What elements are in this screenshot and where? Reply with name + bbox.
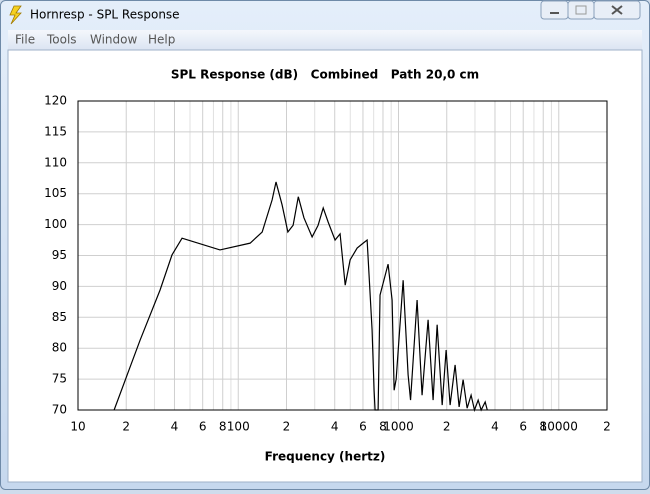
menu-item[interactable]: Window	[90, 33, 138, 47]
spl-curve	[113, 181, 488, 413]
menu-bar	[8, 30, 642, 50]
x-tick-label: 4	[491, 420, 499, 434]
x-tick-label: 2	[283, 420, 291, 434]
window-title: Hornresp - SPL Response	[30, 8, 180, 22]
app-icon	[9, 5, 22, 25]
x-tick-label: 4	[331, 420, 339, 434]
x-tick-label: 6	[519, 420, 527, 434]
y-tick-label: 110	[44, 155, 67, 169]
y-tick-label: 115	[44, 124, 67, 138]
y-tick-label: 95	[52, 248, 67, 262]
menu: File Tools Window Help	[15, 33, 175, 47]
y-tick-label: 80	[52, 341, 67, 355]
y-tick-label: 85	[52, 310, 67, 324]
x-tick-label: 2	[122, 420, 130, 434]
y-tick-label: 105	[44, 186, 67, 200]
y-tick-label: 75	[52, 372, 67, 386]
y-tick-label: 120	[44, 94, 67, 108]
x-tick-label: 8	[379, 420, 387, 434]
y-tick-label: 70	[52, 403, 67, 417]
menu-item[interactable]: Tools	[46, 33, 77, 47]
menu-item[interactable]: Help	[148, 33, 175, 47]
x-tick-label: 8	[219, 420, 227, 434]
chart-title: SPL Response (dB) Combined Path 20,0 cm	[171, 68, 479, 82]
plot-frame	[77, 100, 608, 411]
x-axis-label: Frequency (hertz)	[265, 450, 386, 464]
menu-item[interactable]: File	[15, 33, 35, 47]
y-tick-label: 90	[52, 279, 67, 293]
x-tick-label: 6	[359, 420, 367, 434]
x-tick-label: 4	[171, 420, 179, 434]
maximize-button[interactable]	[567, 0, 595, 20]
maximize-glyph	[575, 5, 587, 15]
x-tick-label: 2	[443, 420, 451, 434]
caption-buttons[interactable]	[540, 0, 641, 20]
x-tick-label: 2	[603, 420, 611, 434]
x-tick-label: 1000	[383, 420, 414, 434]
close-glyph	[611, 5, 623, 15]
x-tick-label: 6	[199, 420, 207, 434]
x-tick-label: 10000	[540, 420, 578, 434]
client-area	[7, 49, 643, 483]
x-tick-label: 100	[227, 420, 250, 434]
x-tick-label: 10	[70, 420, 85, 434]
minimize-button[interactable]	[540, 0, 569, 20]
x-tick-label: 8	[539, 420, 547, 434]
y-tick-label: 100	[44, 217, 67, 231]
